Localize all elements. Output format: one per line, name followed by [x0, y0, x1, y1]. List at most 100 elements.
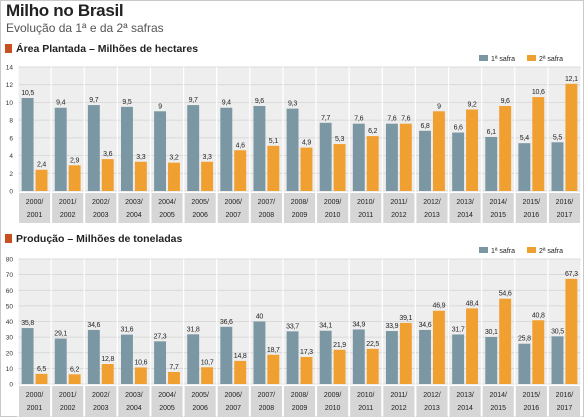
x-tick-label: 2005	[159, 405, 175, 412]
category-cell	[350, 386, 382, 417]
category-cell	[217, 193, 249, 223]
y-tick-label: 60	[6, 288, 14, 295]
x-tick-label: 2001/	[59, 199, 77, 206]
data-label: 6,6	[454, 125, 463, 132]
x-tick-label: 2007/	[258, 199, 276, 206]
category-cell	[449, 386, 481, 417]
legend-label: 2ª safra	[539, 56, 563, 63]
bar	[352, 329, 365, 384]
bar	[87, 105, 100, 191]
bar	[68, 374, 81, 384]
page-title: Milho no Brasil	[6, 1, 124, 20]
y-tick-label: 0	[9, 189, 13, 196]
data-label: 40,8	[532, 312, 545, 319]
bar	[134, 367, 147, 384]
x-tick-label: 2016/	[556, 392, 574, 399]
x-tick-label: 2007	[225, 405, 241, 412]
legend-label: 1ª safra	[491, 56, 515, 63]
bar	[234, 150, 247, 191]
data-label: 9,6	[501, 98, 510, 105]
y-tick-label: 0	[9, 382, 13, 389]
bar	[432, 310, 445, 384]
data-label: 9,6	[255, 98, 264, 105]
x-tick-label: 2010/	[357, 199, 375, 206]
x-tick-label: 2016	[524, 212, 540, 219]
category-cell	[515, 193, 547, 223]
bar	[187, 334, 200, 384]
bar	[286, 108, 299, 191]
category-cell	[283, 386, 316, 417]
bar	[565, 83, 578, 191]
bar	[551, 142, 564, 191]
data-label: 9,2	[467, 102, 476, 109]
section-marker-icon	[5, 44, 12, 53]
data-label: 9	[158, 103, 162, 110]
bar	[267, 145, 280, 191]
y-tick-label: 40	[6, 319, 14, 326]
bar	[21, 98, 34, 191]
x-tick-label: 2010	[325, 212, 341, 219]
bar	[300, 147, 313, 191]
bar	[499, 105, 512, 191]
data-label: 3,6	[103, 151, 112, 158]
category-cell	[383, 193, 415, 223]
x-tick-label: 2006	[192, 405, 208, 412]
data-label: 6,1	[487, 129, 496, 136]
x-tick-label: 2005	[159, 212, 175, 219]
x-tick-label: 2004/	[158, 392, 176, 399]
data-label: 7,6	[387, 116, 396, 123]
x-tick-label: 2002/	[92, 392, 110, 399]
data-label: 14,8	[234, 353, 247, 360]
data-label: 5,4	[520, 135, 529, 142]
x-tick-label: 2011/	[390, 392, 407, 399]
bar	[234, 360, 247, 384]
data-label: 3,2	[169, 155, 178, 162]
category-cell	[151, 193, 183, 223]
data-label: 29,1	[54, 331, 67, 338]
x-tick-label: 2008/	[291, 392, 309, 399]
bar	[565, 278, 578, 384]
data-label: 12,8	[101, 356, 114, 363]
bar	[168, 162, 180, 191]
bar	[201, 367, 214, 384]
data-label: 10,5	[21, 90, 34, 97]
x-tick-label: 2005/	[191, 392, 209, 399]
data-label: 6,8	[420, 123, 429, 130]
x-tick-label: 2010	[325, 405, 341, 412]
legend-label: 1ª safra	[491, 248, 515, 255]
x-tick-label: 2016/	[556, 199, 574, 206]
data-label: 25,8	[518, 336, 531, 343]
bar	[518, 343, 531, 384]
x-tick-label: 2010/	[357, 392, 375, 399]
x-tick-label: 2006/	[224, 392, 242, 399]
data-label: 36,6	[220, 319, 233, 326]
data-label: 39,1	[399, 315, 412, 322]
y-tick-label: 8	[9, 118, 13, 125]
bar	[101, 159, 114, 191]
data-label: 12,1	[565, 76, 578, 83]
x-tick-label: 2015	[490, 212, 506, 219]
bar	[35, 169, 48, 191]
data-label: 9,7	[189, 97, 198, 104]
category-cell	[250, 193, 282, 223]
data-label: 9,5	[122, 99, 131, 106]
category-cell	[217, 386, 249, 417]
bar	[300, 356, 313, 384]
data-label: 18,7	[267, 347, 280, 354]
data-label: 27,3	[154, 333, 167, 340]
x-tick-label: 2014/	[489, 392, 507, 399]
data-label: 30,5	[551, 328, 564, 335]
y-tick-label: 30	[6, 335, 14, 342]
bar	[399, 123, 412, 191]
data-label: 17,3	[300, 349, 313, 356]
legend-swatch	[479, 55, 488, 61]
category-cell	[118, 386, 150, 417]
bar	[54, 338, 67, 384]
x-tick-label: 2009	[292, 405, 308, 412]
bar	[485, 136, 498, 191]
bar	[499, 298, 512, 384]
bar	[187, 105, 200, 191]
data-label: 10,6	[532, 89, 545, 96]
bar	[366, 136, 379, 191]
y-tick-label: 80	[6, 257, 14, 264]
